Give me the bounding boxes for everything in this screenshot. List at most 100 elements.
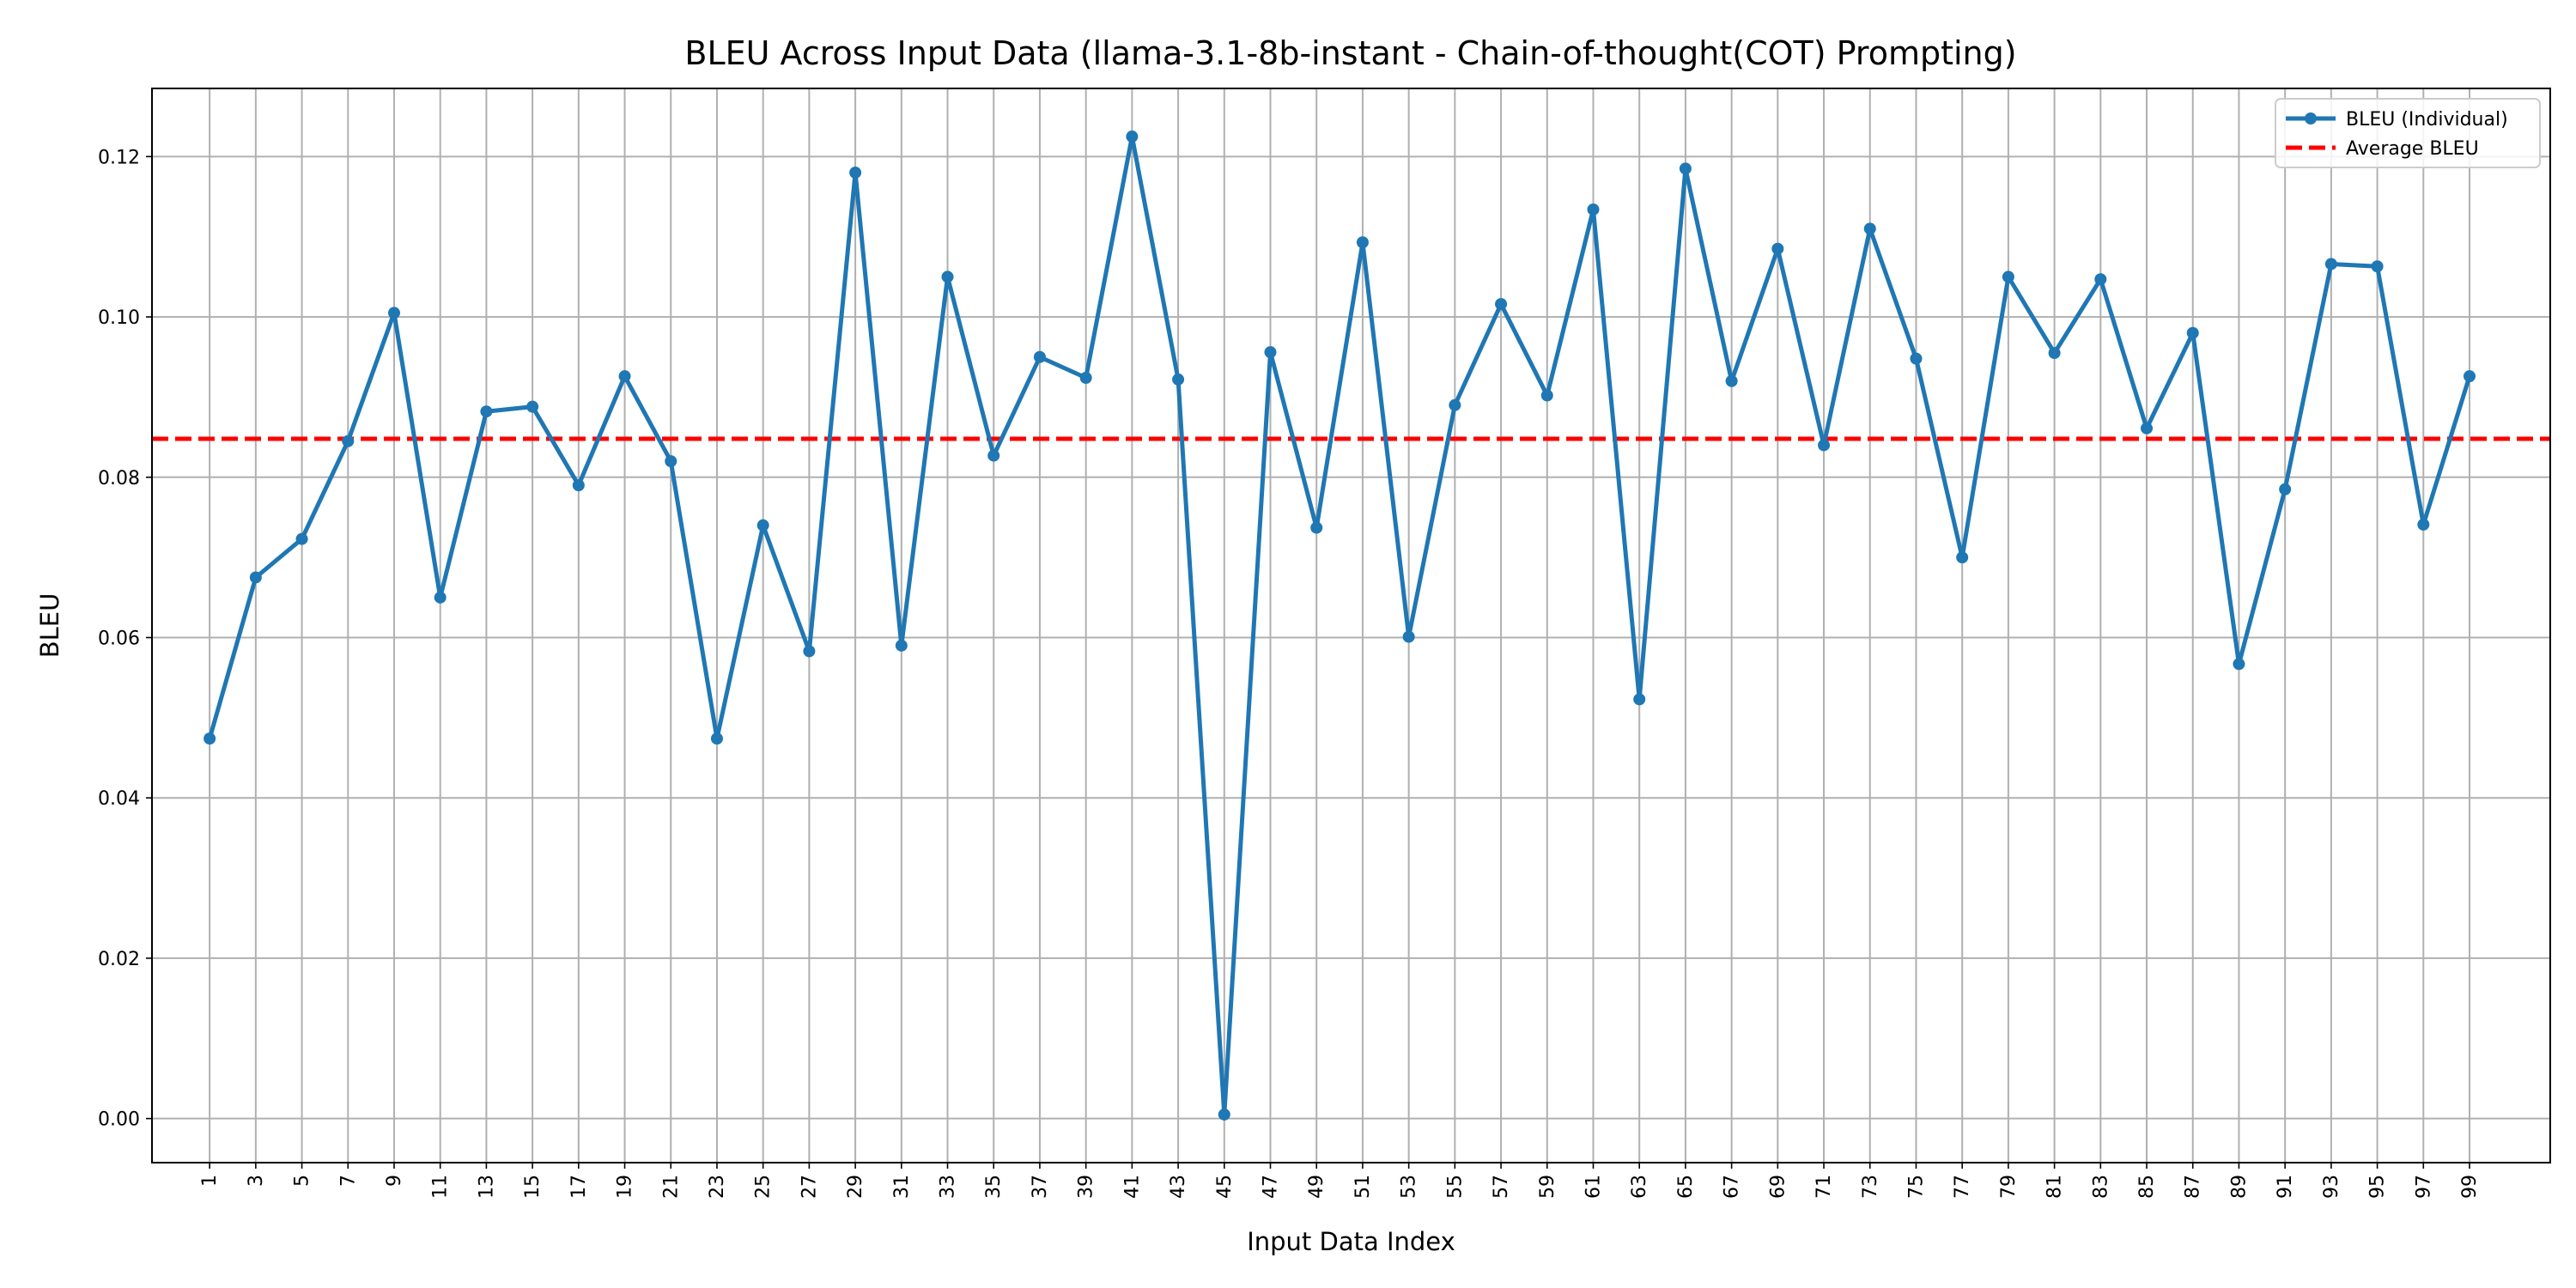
x-tick-label: 79 <box>1998 1175 2020 1199</box>
x-tick-label: 91 <box>2275 1175 2296 1199</box>
bleu-data-point <box>1033 350 1046 363</box>
x-tick-label: 55 <box>1444 1175 1466 1199</box>
bleu-data-point <box>295 532 308 545</box>
bleu-data-point <box>1402 630 1415 643</box>
bleu-data-point <box>987 449 1000 462</box>
x-tick-label: 27 <box>799 1175 820 1199</box>
bleu-data-point <box>941 270 954 283</box>
bleu-data-point <box>1495 298 1508 311</box>
x-tick-label: 75 <box>1905 1175 1927 1199</box>
x-axis-label: Input Data Index <box>1247 1227 1455 1256</box>
x-tick-label: 35 <box>983 1175 1005 1199</box>
bleu-data-point <box>2141 422 2154 434</box>
x-tick-label: 23 <box>707 1175 728 1199</box>
bleu-data-point <box>1264 346 1277 359</box>
bleu-data-point <box>526 400 539 413</box>
x-tick-label: 65 <box>1675 1175 1697 1199</box>
legend-marker-individual <box>2305 112 2317 125</box>
bleu-data-point <box>2094 273 2107 286</box>
bleu-data-point <box>1126 131 1139 143</box>
x-tick-label: 51 <box>1352 1175 1374 1199</box>
x-tick-label: 63 <box>1629 1175 1650 1199</box>
bleu-data-point <box>2417 518 2430 531</box>
x-tick-label: 1 <box>199 1175 221 1187</box>
x-tick-label: 5 <box>292 1175 313 1187</box>
bleu-data-point <box>803 645 816 658</box>
x-tick-label: 77 <box>1952 1175 1973 1199</box>
bleu-data-point <box>434 591 447 604</box>
x-tick-label: 45 <box>1214 1175 1236 1199</box>
x-tick-label: 73 <box>1860 1175 1881 1199</box>
x-tick-label: 53 <box>1399 1175 1420 1199</box>
x-tick-label: 7 <box>337 1175 359 1187</box>
x-tick-label: 9 <box>384 1175 405 1187</box>
x-tick-label: 81 <box>2044 1175 2066 1199</box>
x-tick-label: 69 <box>1767 1175 1789 1199</box>
bleu-data-point <box>387 307 400 319</box>
y-tick-label: 0.08 <box>98 468 140 489</box>
legend-label-average: Average BLEU <box>2346 138 2479 160</box>
x-tick-label: 37 <box>1030 1175 1051 1199</box>
bleu-data-point <box>1079 372 1092 385</box>
y-axis-ticks: 0.00 0.02 0.04 0.06 0.08 0.10 0.12 <box>98 147 152 1131</box>
bleu-data-point <box>480 405 493 418</box>
x-tick-label: 29 <box>845 1175 866 1199</box>
bleu-data-point <box>1863 222 1876 235</box>
y-tick-label: 0.02 <box>98 949 140 970</box>
bleu-data-point <box>1633 693 1646 706</box>
bleu-data-point <box>2371 260 2384 273</box>
x-tick-label: 15 <box>522 1175 544 1199</box>
x-tick-label: 61 <box>1583 1175 1604 1199</box>
x-tick-label: 33 <box>938 1175 959 1199</box>
bleu-data-point <box>2233 658 2245 671</box>
x-tick-label: 39 <box>1076 1175 1097 1199</box>
chart-title: BLEU Across Input Data (llama-3.1-8b-ins… <box>684 34 2016 72</box>
x-tick-label: 95 <box>2367 1175 2389 1199</box>
bleu-data-point <box>2186 326 2199 339</box>
x-tick-label: 49 <box>1306 1175 1327 1199</box>
bleu-data-point <box>665 455 677 468</box>
bleu-data-point <box>1771 242 1784 255</box>
bleu-data-point <box>618 370 631 383</box>
x-tick-label: 97 <box>2413 1175 2434 1199</box>
x-tick-label: 59 <box>1537 1175 1558 1199</box>
bleu-data-point <box>1956 551 1969 564</box>
bleu-data-point <box>2279 483 2292 495</box>
x-tick-label: 99 <box>2459 1175 2481 1199</box>
bleu-data-point <box>249 571 262 584</box>
bleu-data-point <box>2048 347 2061 360</box>
x-tick-label: 11 <box>430 1175 452 1199</box>
bleu-data-point <box>1910 352 1923 365</box>
x-tick-label: 3 <box>246 1175 267 1187</box>
bleu-data-point <box>1725 374 1738 387</box>
x-tick-label: 43 <box>1168 1175 1189 1199</box>
bleu-data-point <box>710 732 723 745</box>
legend-box <box>2275 98 2541 168</box>
bleu-data-point <box>1356 236 1369 249</box>
bleu-data-point <box>342 434 355 447</box>
x-tick-label: 67 <box>1722 1175 1743 1199</box>
y-tick-label: 0.04 <box>98 788 140 810</box>
bleu-data-point <box>1587 203 1600 216</box>
bleu-data-point <box>1172 373 1185 386</box>
x-tick-label: 41 <box>1121 1175 1143 1199</box>
grid-lines <box>152 88 2550 1163</box>
bleu-data-point <box>2464 370 2476 383</box>
x-tick-label: 83 <box>2090 1175 2111 1199</box>
x-tick-label: 13 <box>476 1175 497 1199</box>
x-tick-label: 17 <box>568 1175 590 1199</box>
bleu-data-point <box>1310 521 1323 534</box>
bleu-data-point <box>1679 162 1692 175</box>
x-tick-label: 85 <box>2136 1175 2158 1199</box>
bleu-data-point <box>572 479 585 492</box>
x-tick-label: 31 <box>891 1175 913 1199</box>
bleu-data-point <box>1218 1108 1230 1121</box>
x-tick-label: 21 <box>660 1175 682 1199</box>
bleu-data-point <box>1540 389 1553 402</box>
bleu-data-point <box>1449 398 1461 411</box>
x-tick-label: 47 <box>1261 1175 1282 1199</box>
y-tick-label: 0.10 <box>98 307 140 329</box>
